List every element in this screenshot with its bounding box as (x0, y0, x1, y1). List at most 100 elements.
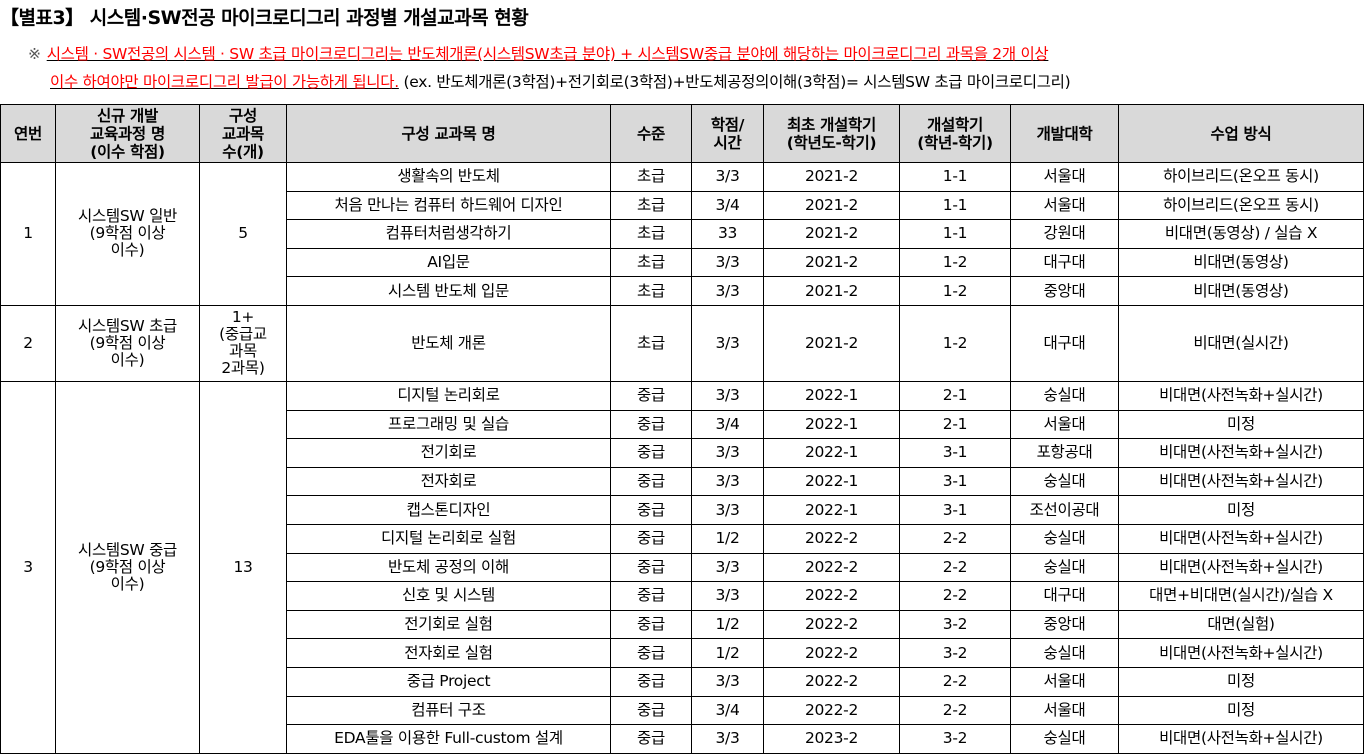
column-header: 수업 방식 (1118, 104, 1364, 163)
reference-mark: ※ (28, 45, 41, 63)
class-format: 비대면(사전녹화+실시간) (1118, 380, 1364, 411)
first-semester: 2022-1 (763, 466, 900, 497)
page-title: 【별표3】 시스템·SW전공 마이크로디그리 과정별 개설교과목 현황 (0, 7, 529, 29)
level: 중급 (610, 438, 692, 468)
credits-hours: 3/3 (691, 247, 764, 278)
class-format: 미정 (1118, 666, 1364, 697)
university: 포항공대 (1010, 438, 1119, 468)
class-format: 비대면(사전녹화+실시간) (1118, 438, 1364, 468)
column-header: 연번 (0, 104, 56, 163)
class-format: 대면+비대면(실시간)/실습 X (1118, 581, 1364, 611)
first-semester: 2022-2 (763, 666, 900, 697)
first-semester: 2022-1 (763, 409, 900, 440)
table-row: 전자회로 실험 중급 1/2 2022-2 3-2 숭실대 비대면(사전녹화+실시간) (1, 638, 1364, 668)
semester: 3-2 (899, 609, 1011, 640)
first-semester: 2021-2 (763, 190, 900, 221)
level: 중급 (610, 552, 692, 583)
semester: 3-1 (899, 438, 1011, 468)
class-format: 하이브리드(온오프 동시) (1118, 190, 1364, 221)
credits-hours: 3/3 (691, 666, 764, 697)
semester: 2-2 (899, 695, 1011, 726)
first-semester: 2022-2 (763, 581, 900, 611)
semester: 1-1 (899, 190, 1011, 221)
table-row: 1 시스템SW 일반 (9학점 이상 이수) 5 생활속의 반도체 초급 3/3 2021-2 1… (0, 162, 1364, 306)
credits-hours: 3/3 (691, 552, 764, 583)
level: 초급 (610, 304, 692, 382)
first-semester: 2021-2 (763, 247, 900, 278)
class-format: 하이브리드(온오프 동시) (1118, 162, 1364, 192)
class-format: 비대면(동영상) / 실습 X (1118, 219, 1364, 249)
course-count: 5 (199, 162, 287, 306)
first-semester: 2022-2 (763, 695, 900, 726)
level: 중급 (610, 523, 692, 554)
course-name: AI입문 (286, 247, 611, 278)
course-name: 프로그래밍 및 실습 (286, 409, 611, 440)
level: 초급 (610, 276, 692, 306)
program-name: 시스템SW 초급 (9학점 이상 이수) (55, 304, 200, 382)
table-row: EDA툴을 이용한 Full-custom 설계 중급 3/3 2023-2 3-2 숭실… (1, 724, 1364, 754)
class-format: 비대면(사전녹화+실시간) (1118, 466, 1364, 497)
credits-hours: 1/2 (691, 609, 764, 640)
column-header: 학점/시간 (691, 104, 764, 163)
level: 중급 (610, 495, 692, 525)
column-header: 개발대학 (1010, 104, 1119, 163)
credits-hours: 3/3 (691, 495, 764, 525)
notice: ※ 시스템 · SW전공의 시스템 · SW 초급 마이크로디그리는 반도체개론(… (28, 40, 1071, 96)
class-format: 비대면(사전녹화+실시간) (1118, 638, 1364, 668)
notice-line-2: 이수 하여야만 마이크로디그리 발급이 가능하게 됩니다. (50, 73, 399, 91)
first-semester: 2022-2 (763, 638, 900, 668)
university: 대구대 (1010, 581, 1119, 611)
university: 숭실대 (1010, 552, 1119, 583)
class-format: 미정 (1118, 695, 1364, 726)
column-header: 최초 개설학기 (학년도-학기) (763, 104, 900, 163)
course-name: 컴퓨터처럼생각하기 (286, 219, 611, 249)
table-row: 처음 만나는 컴퓨터 하드웨어 디자인 초급 3/4 2021-2 1-1 서울대 하이브리… (1, 190, 1364, 221)
university: 숭실대 (1010, 466, 1119, 497)
row-number: 2 (0, 304, 56, 382)
column-header: 개설학기 (학년-학기) (899, 104, 1011, 163)
first-semester: 2021-2 (763, 162, 900, 192)
column-header: 신규 개발 교육과정 명 (이수 학점) (55, 104, 200, 163)
level: 초급 (610, 247, 692, 278)
semester: 3-1 (899, 495, 1011, 525)
semester: 2-2 (899, 666, 1011, 697)
first-semester: 2022-1 (763, 380, 900, 411)
credits-hours: 3/3 (691, 304, 764, 382)
credits-hours: 1/2 (691, 523, 764, 554)
course-name: 신호 및 시스템 (286, 581, 611, 611)
class-format: 비대면(실시간) (1118, 304, 1364, 382)
university: 대구대 (1010, 247, 1119, 278)
course-name: 캡스톤디자인 (286, 495, 611, 525)
university: 서울대 (1010, 190, 1119, 221)
table-row: 전기회로 중급 3/3 2022-1 3-1 포항공대 비대면(사전녹화+실시간) (1, 438, 1364, 468)
semester: 3-2 (899, 638, 1011, 668)
university: 숭실대 (1010, 380, 1119, 411)
class-format: 대면(실험) (1118, 609, 1364, 640)
table-row: 반도체 공정의 이해 중급 3/3 2022-2 2-2 숭실대 비대면(사전녹화+실시간) (1, 552, 1364, 583)
university: 서울대 (1010, 666, 1119, 697)
table-row: 신호 및 시스템 중급 3/3 2022-2 2-2 대구대 대면+비대면(실시간)/실습 … (1, 581, 1364, 611)
level: 중급 (610, 638, 692, 668)
semester: 1-2 (899, 276, 1011, 306)
level: 중급 (610, 666, 692, 697)
course-name: 전자회로 (286, 466, 611, 497)
university: 중앙대 (1010, 276, 1119, 306)
table-row: 중급 Project 중급 3/3 2022-2 2-2 서울대 미정 (1, 666, 1364, 697)
credits-hours: 3/3 (691, 581, 764, 611)
course-name: 시스템 반도체 입문 (286, 276, 611, 306)
semester: 3-2 (899, 724, 1011, 754)
semester: 2-1 (899, 409, 1011, 440)
first-semester: 2021-2 (763, 219, 900, 249)
semester: 1-1 (899, 219, 1011, 249)
level: 초급 (610, 162, 692, 192)
university: 서울대 (1010, 409, 1119, 440)
course-count: 1+ (중급교 과목 2과목) (199, 304, 287, 382)
university: 조선이공대 (1010, 495, 1119, 525)
credits-hours: 3/4 (691, 409, 764, 440)
course-name: 전기회로 실험 (286, 609, 611, 640)
first-semester: 2021-2 (763, 304, 900, 382)
program-name: 시스템SW 중급 (9학점 이상 이수) (55, 380, 200, 754)
course-name: 반도체 공정의 이해 (286, 552, 611, 583)
course-name: 반도체 개론 (286, 304, 611, 382)
table-row: AI입문 초급 3/3 2021-2 1-2 대구대 비대면(동영상) (1, 247, 1364, 278)
